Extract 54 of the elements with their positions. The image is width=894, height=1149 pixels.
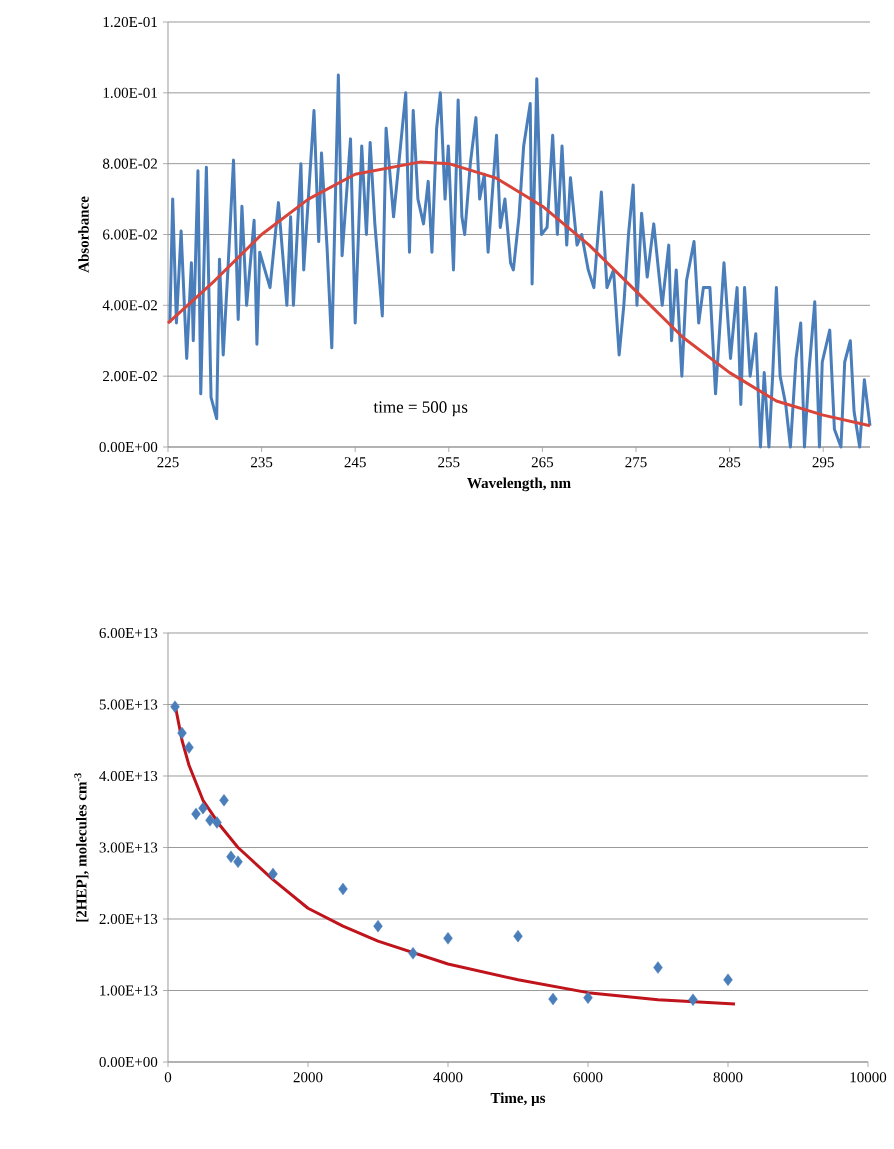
x-tick-label: 2000: [293, 1072, 323, 1083]
line-series: [166, 160, 872, 428]
point: [170, 700, 180, 713]
x-axis-title: Wavelength, nm: [467, 477, 571, 492]
y-tick-label: 4.00E+13: [99, 770, 158, 782]
point: [226, 850, 236, 863]
y-tick-label: 3.00E+13: [99, 842, 158, 853]
y-tick-label: 1.00E-01: [103, 87, 157, 98]
point: [233, 855, 243, 868]
point: [373, 919, 383, 933]
x-tick-label: 265: [531, 457, 554, 468]
point: [408, 947, 418, 960]
x-tick-label: 295: [812, 457, 834, 468]
point: [219, 794, 229, 807]
y-tick-label: 4.00E-02: [102, 300, 157, 311]
point: [268, 867, 278, 881]
y-tick-label: 6.00E-02: [103, 229, 157, 240]
x-tick-label: 6000: [573, 1072, 603, 1083]
x-tick-label: 0: [164, 1072, 172, 1083]
x-tick-label: 285: [719, 457, 741, 468]
y-axis-title: [2HEP], molecules cm$^{-3}$: [74, 773, 89, 922]
point: [653, 961, 663, 974]
y-tick-label: 1.00E+13: [100, 985, 158, 996]
y-tick-label: 2.00E-02: [103, 371, 157, 382]
x-axis-title: Time, µs: [490, 1092, 546, 1107]
x-tick-label: 245: [344, 457, 366, 468]
point: [177, 726, 187, 740]
y-tick-label: 5.00E+13: [99, 699, 158, 710]
point: [191, 807, 201, 821]
x-tick-label: 235: [251, 457, 273, 468]
point: [513, 929, 523, 943]
x-tick-label: 225: [157, 457, 179, 468]
x-tick-label: 10000: [850, 1072, 887, 1083]
point: [198, 801, 208, 815]
point: [338, 882, 348, 896]
y-tick-label: 0.00E+00: [99, 441, 158, 453]
point: [548, 992, 558, 1006]
point: [212, 816, 222, 829]
x-tick-label: 255: [438, 457, 460, 468]
y-tick-label: 8.00E-02: [102, 158, 157, 169]
point: [184, 741, 194, 754]
x-tick-label: 8000: [713, 1072, 743, 1083]
x-tick-label: 275: [625, 457, 647, 468]
point: [688, 993, 698, 1006]
x-tick-label: 4000: [433, 1072, 463, 1083]
y-axis-title: Absorbance: [78, 196, 89, 273]
point: [723, 973, 733, 986]
point: [443, 932, 453, 945]
y-tick-label: 1.20E-01: [103, 16, 157, 28]
point: [583, 991, 593, 1004]
y-tick-label: 2.00E+13: [99, 913, 158, 925]
y-tick-label: 0.00E+00: [99, 1056, 158, 1068]
annotation: time = 500 µs: [373, 401, 468, 417]
y-tick-label: 6.00E+13: [99, 627, 158, 639]
